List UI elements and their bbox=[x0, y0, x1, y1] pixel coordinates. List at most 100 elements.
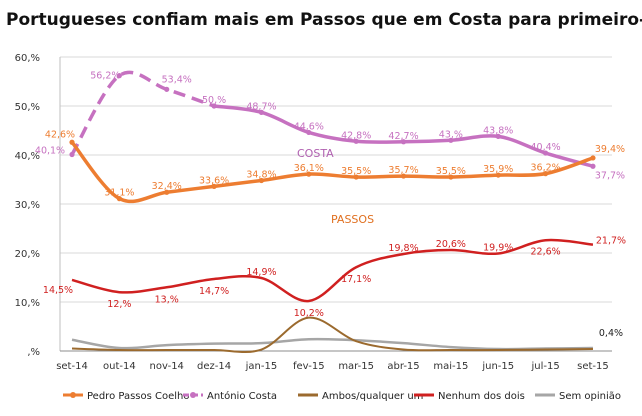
legend-label: Pedro Passos Coelho bbox=[87, 391, 190, 402]
legend-label: Nenhum dos dois bbox=[438, 391, 525, 402]
data-label: 31,1% bbox=[104, 188, 134, 199]
data-label: 40,4% bbox=[531, 142, 561, 153]
x-tick-label: dez-14 bbox=[197, 361, 231, 372]
data-label: 32,4% bbox=[152, 181, 182, 192]
legend-label: Sem opinião bbox=[559, 391, 621, 402]
x-tick-label: jul-15 bbox=[530, 361, 559, 372]
data-point bbox=[353, 138, 359, 144]
x-tick-label: fev-15 bbox=[293, 361, 325, 372]
data-point bbox=[306, 129, 312, 136]
series-line-0 bbox=[70, 141, 594, 204]
data-label: 37,7% bbox=[595, 170, 625, 181]
data-point bbox=[495, 133, 501, 139]
data-label: 35,5% bbox=[436, 166, 466, 177]
legend-label: Ambos/qualquer um bbox=[322, 391, 423, 402]
legend-marker bbox=[70, 392, 76, 398]
x-tick-label: set-15 bbox=[577, 361, 609, 372]
data-label: 20,6% bbox=[436, 239, 466, 250]
data-point bbox=[164, 189, 170, 195]
data-point bbox=[211, 183, 217, 189]
legend-marker bbox=[190, 392, 196, 398]
data-point bbox=[306, 171, 312, 177]
data-point bbox=[543, 150, 549, 156]
x-tick-label: mar-15 bbox=[338, 361, 374, 372]
x-tick-label: set-14 bbox=[56, 361, 88, 372]
x-axis-ticks: set-14 out-14 nov-14 dez-14 jan-15 fev-15 mar-… bbox=[56, 361, 609, 372]
series-line-3 bbox=[71, 238, 594, 303]
data-label: 34,8% bbox=[246, 169, 276, 180]
data-label: 50,% bbox=[202, 95, 226, 106]
data-label: 39,4% bbox=[595, 144, 625, 155]
data-label: 36,2% bbox=[531, 163, 561, 174]
data-point bbox=[116, 196, 122, 202]
series-line-antonio-costa-dashed bbox=[70, 70, 215, 156]
data-label: 35,9% bbox=[483, 164, 513, 175]
data-label: 42,7% bbox=[388, 131, 418, 142]
x-tick-label: nov-14 bbox=[149, 361, 183, 372]
data-label: 14,5% bbox=[43, 285, 73, 296]
data-label: 43,% bbox=[439, 129, 463, 140]
data-label: 44,6% bbox=[294, 121, 324, 132]
data-label: 53,4% bbox=[162, 74, 192, 85]
data-label: 42,6% bbox=[45, 129, 75, 140]
y-tick-label: 50,% bbox=[15, 102, 40, 113]
y-tick-label: 30,% bbox=[15, 200, 40, 211]
data-point bbox=[211, 103, 217, 109]
series-line-4 bbox=[71, 337, 593, 351]
data-label: 21,7% bbox=[596, 236, 626, 247]
series-line-2 bbox=[71, 316, 593, 354]
data-point bbox=[400, 139, 407, 145]
data-point bbox=[495, 172, 501, 178]
data-label: 22,6% bbox=[531, 246, 561, 257]
annotation-passos: PASSOS bbox=[331, 213, 374, 226]
data-label: 48,7% bbox=[246, 101, 276, 112]
data-point bbox=[258, 109, 265, 115]
data-point bbox=[258, 177, 265, 184]
x-tick-label: mai-15 bbox=[433, 361, 468, 372]
data-point bbox=[448, 137, 454, 143]
data-label: 10,2% bbox=[294, 308, 324, 319]
data-label: 56,2% bbox=[90, 71, 120, 82]
data-point bbox=[69, 139, 75, 145]
data-label: 19,8% bbox=[388, 243, 418, 254]
y-tick-label: ,% bbox=[27, 347, 40, 358]
x-tick-label: jan-15 bbox=[245, 361, 278, 372]
data-label: 12,% bbox=[107, 299, 131, 310]
y-axis-ticks: ,% 10,% 20,% 30,% 40,% 50,% 60,% bbox=[15, 53, 40, 358]
data-label: 19,9% bbox=[483, 242, 513, 253]
data-labels: 42,6% 31,1% 32,4% 33,6% 34,8% 36,1% 35,5% 35,7%… bbox=[35, 71, 626, 339]
y-tick-label: 60,% bbox=[15, 53, 40, 64]
data-point bbox=[69, 151, 75, 158]
data-label: 40,1% bbox=[35, 146, 65, 157]
legend: Pedro Passos Coelho António Costa Ambos/qu… bbox=[63, 390, 621, 402]
data-point bbox=[448, 174, 454, 180]
data-point bbox=[164, 86, 170, 92]
data-point bbox=[353, 174, 359, 180]
data-point bbox=[590, 155, 596, 161]
data-label: 36,1% bbox=[294, 163, 324, 174]
data-label: 42,8% bbox=[341, 130, 371, 141]
x-tick-label: out-14 bbox=[103, 361, 136, 372]
chart-title: Portugueses confiam mais em Passos que e… bbox=[6, 10, 642, 30]
y-tick-label: 20,% bbox=[15, 249, 40, 260]
data-point bbox=[116, 73, 122, 79]
grid bbox=[59, 56, 612, 352]
data-point bbox=[543, 171, 549, 177]
data-label: 17,1% bbox=[341, 274, 371, 285]
data-label: 43,8% bbox=[483, 125, 513, 136]
data-label: 0,4% bbox=[599, 328, 623, 339]
legend-label: António Costa bbox=[207, 390, 277, 402]
y-tick-label: 10,% bbox=[15, 298, 40, 309]
x-tick-label: jun-15 bbox=[481, 361, 514, 372]
data-label: 35,5% bbox=[341, 166, 371, 177]
data-label: 35,7% bbox=[388, 165, 418, 176]
series-markers bbox=[69, 73, 596, 202]
data-point bbox=[400, 173, 407, 179]
x-tick-label: abr-15 bbox=[387, 361, 419, 372]
y-tick-label: 40,% bbox=[15, 151, 40, 162]
data-label: 13,% bbox=[155, 294, 179, 305]
data-point bbox=[590, 163, 596, 169]
data-label: 33,6% bbox=[199, 175, 229, 186]
annotation-costa: COSTA bbox=[297, 147, 334, 160]
